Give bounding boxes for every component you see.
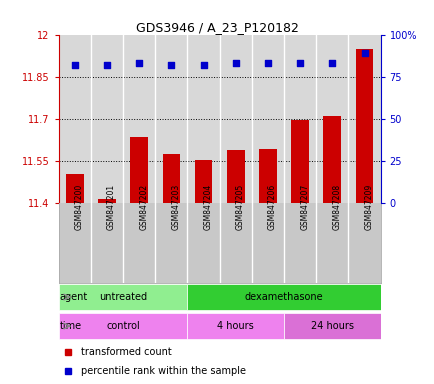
Text: 4 hours: 4 hours	[217, 321, 253, 331]
Bar	[187, 313, 283, 339]
Text: agent: agent	[59, 292, 87, 302]
Text: GDS3946 / A_23_P120182: GDS3946 / A_23_P120182	[136, 21, 298, 34]
Text: GSM847202: GSM847202	[139, 184, 148, 230]
Text: GSM847208: GSM847208	[332, 184, 341, 230]
Bar	[283, 313, 380, 339]
Point	[232, 60, 239, 66]
Text: dexamethasone: dexamethasone	[244, 292, 322, 302]
Point	[200, 62, 207, 68]
Text: GSM847203: GSM847203	[171, 184, 180, 230]
Point	[135, 60, 142, 66]
Bar	[98, 199, 115, 204]
Bar	[187, 284, 380, 310]
Point	[168, 62, 174, 68]
Bar	[66, 174, 83, 204]
Text: time: time	[59, 321, 81, 331]
Bar	[130, 137, 148, 204]
Point	[264, 60, 271, 66]
Text: 24 hours: 24 hours	[310, 321, 353, 331]
Point	[360, 50, 367, 56]
Bar	[227, 150, 244, 204]
Text: percentile rank within the sample: percentile rank within the sample	[81, 366, 246, 376]
Text: transformed count: transformed count	[81, 347, 171, 357]
Point	[71, 62, 78, 68]
Bar	[59, 313, 187, 339]
Text: GSM847207: GSM847207	[299, 184, 309, 230]
Bar	[291, 121, 308, 204]
Text: GSM847204: GSM847204	[203, 184, 212, 230]
Bar	[259, 149, 276, 204]
Bar	[323, 116, 340, 204]
Bar	[162, 154, 180, 204]
Point	[296, 60, 303, 66]
Bar	[59, 284, 187, 310]
Text: GSM847209: GSM847209	[364, 184, 373, 230]
Bar	[355, 49, 372, 204]
Point	[328, 60, 335, 66]
Bar	[194, 160, 212, 204]
Text: control: control	[106, 321, 140, 331]
Text: untreated: untreated	[99, 292, 147, 302]
Text: GSM847200: GSM847200	[75, 184, 84, 230]
Text: GSM847201: GSM847201	[107, 184, 116, 230]
Text: GSM847205: GSM847205	[235, 184, 244, 230]
Text: GSM847206: GSM847206	[267, 184, 276, 230]
Point	[103, 62, 110, 68]
